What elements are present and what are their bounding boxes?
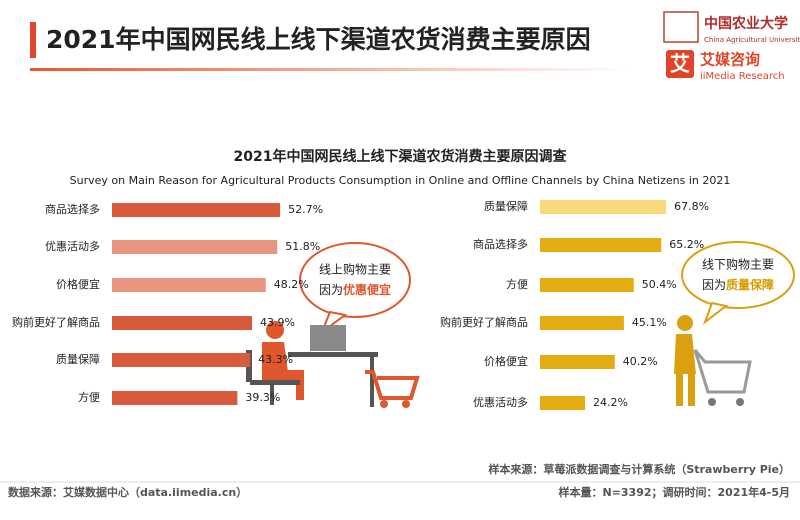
- category-label: 价格便宜: [484, 354, 528, 368]
- bar: [112, 391, 238, 405]
- sample-size: 样本量：N=3392；调研时间：2021年4-5月: [558, 485, 790, 499]
- category-label: 质量保障: [484, 199, 528, 213]
- cau-emblem: [663, 11, 699, 43]
- bar: [540, 355, 615, 369]
- bar: [540, 396, 586, 410]
- bar: [540, 238, 662, 252]
- category-label: 优惠活动多: [473, 395, 528, 409]
- bar: [540, 200, 667, 214]
- title-underline: [30, 68, 630, 71]
- cau-name-en: China Agricultural University: [704, 36, 800, 44]
- callout-highlight: 质量保障: [726, 277, 774, 292]
- value-label: 40.2%: [623, 355, 658, 368]
- iimedia-icon-text: 艾: [670, 52, 690, 76]
- data-source: 数据来源：艾媒数据中心（data.iimedia.cn）: [8, 485, 247, 499]
- bar: [112, 278, 266, 292]
- offline-illustration: [674, 241, 795, 406]
- category-label: 价格便宜: [56, 277, 100, 291]
- figure-title: 2021年中国网民线上线下渠道农货消费主要原因调查: [234, 148, 568, 165]
- value-label: 39.3%: [245, 391, 280, 404]
- online-illustration: [246, 242, 420, 408]
- category-label: 购前更好了解商品: [440, 315, 528, 329]
- callout-highlight: 优惠便宜: [343, 282, 391, 297]
- bar: [112, 240, 278, 254]
- figure-subtitle: Survey on Main Reason for Agricultural P…: [70, 174, 731, 187]
- value-label: 52.7%: [288, 203, 323, 216]
- title-accent: [30, 22, 36, 58]
- page-title: 2021年中国网民线上线下渠道农货消费主要原因: [46, 25, 591, 54]
- category-label: 商品选择多: [473, 237, 528, 251]
- sample-source: 样本来源：草莓派数据调查与计算系统（Strawberry Pie）: [488, 462, 790, 476]
- callout-line: 因为质量保障: [702, 277, 774, 292]
- category-label: 优惠活动多: [45, 239, 100, 253]
- bar: [112, 316, 253, 330]
- category-label: 方便: [506, 277, 528, 291]
- category-label: 商品选择多: [45, 202, 100, 216]
- callout-text: 因为: [319, 283, 343, 297]
- value-label: 65.2%: [669, 238, 704, 251]
- value-label: 67.8%: [674, 200, 709, 213]
- bar: [112, 353, 251, 367]
- iimedia-name: 艾媒咨询: [700, 51, 760, 69]
- callout-line: 线上购物主要: [319, 262, 391, 277]
- bar: [540, 316, 624, 330]
- iimedia-name-en: iiMedia Research: [700, 71, 785, 82]
- category-label: 方便: [78, 390, 100, 404]
- iimedia-icon: [666, 50, 694, 78]
- callout-text: 因为: [702, 278, 726, 292]
- value-label: 50.4%: [642, 278, 677, 291]
- bar: [112, 203, 281, 217]
- category-label: 质量保障: [56, 352, 100, 366]
- value-label: 45.1%: [632, 316, 667, 329]
- cau-name: 中国农业大学: [704, 15, 788, 32]
- callout-line: 线下购物主要: [702, 257, 774, 272]
- value-label: 24.2%: [593, 396, 628, 409]
- category-label: 购前更好了解商品: [12, 315, 100, 329]
- value-label: 43.3%: [258, 353, 293, 366]
- value-label: 48.2%: [274, 278, 309, 291]
- bar: [540, 278, 634, 292]
- value-label: 51.8%: [285, 240, 320, 253]
- value-label: 43.9%: [260, 316, 295, 329]
- callout-line: 因为优惠便宜: [319, 282, 391, 297]
